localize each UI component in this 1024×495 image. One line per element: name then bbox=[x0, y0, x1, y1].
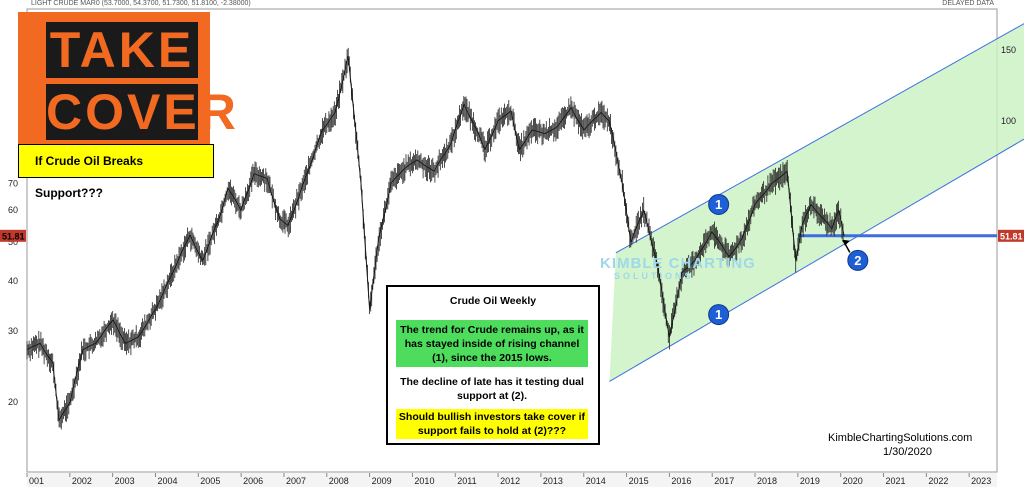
x-tick-label: 2019 bbox=[800, 476, 820, 486]
watermark-logo: KIMBLE CHARTING bbox=[600, 255, 756, 272]
credit-date: 1/30/2020 bbox=[883, 446, 932, 458]
x-tick-label: 2022 bbox=[928, 476, 948, 486]
price-tag-right-label: 51.81 bbox=[1000, 231, 1023, 241]
x-tick-label: 2003 bbox=[115, 476, 135, 486]
commentary-decline: The decline of late has it testing dual … bbox=[400, 376, 584, 402]
x-tick-label: 2009 bbox=[372, 476, 392, 486]
x-axis: 001 2002 2003 2004 2005 2006 2007 2008 2009 2010 2… bbox=[26, 473, 997, 487]
marker-circle bbox=[708, 193, 730, 215]
x-tick-label: 001 bbox=[29, 476, 44, 486]
x-tick-label: 2020 bbox=[843, 476, 863, 486]
y-axis: 20 30 40 50 60 70 100 150 51.81 51.81 bbox=[0, 45, 1024, 407]
x-tick-label: 2007 bbox=[286, 476, 306, 486]
credit-site: KimbleChartingSolutions.com bbox=[828, 432, 973, 444]
support-question-note: If Crude Oil Breaks Support??? bbox=[18, 144, 214, 200]
x-tick-label: 2021 bbox=[886, 476, 906, 486]
banner-line-2: COVER bbox=[46, 84, 239, 140]
x-tick-label: 2002 bbox=[72, 476, 92, 486]
commentary-title: Crude Oil Weekly bbox=[449, 295, 537, 307]
x-axis-band bbox=[27, 473, 997, 487]
price-tag-right bbox=[998, 229, 1024, 242]
take-cover-banner: TAKE COVER bbox=[18, 12, 239, 144]
y-tick-label-right: 150 bbox=[1001, 45, 1016, 55]
marker-label: 1 bbox=[715, 197, 722, 212]
plot-border bbox=[26, 8, 998, 473]
x-tick-label: 2015 bbox=[629, 476, 649, 486]
channel-upper-line bbox=[615, 23, 1024, 254]
banner-line-1: TAKE bbox=[46, 22, 198, 78]
marker-label: 2 bbox=[854, 253, 861, 268]
annotation-markers: 1 1 2 bbox=[708, 193, 869, 326]
x-tick-label: 2016 bbox=[671, 476, 691, 486]
x-tick-label: 2013 bbox=[543, 476, 563, 486]
x-tick-label: 2008 bbox=[329, 476, 349, 486]
commentary-question: Should bullish investors take cover if s… bbox=[396, 409, 588, 439]
y-tick-label-left: 30 bbox=[8, 326, 18, 336]
x-tick-label: 2006 bbox=[243, 476, 263, 486]
y-tick-label-left: 70 bbox=[8, 178, 18, 188]
price-series bbox=[26, 47, 845, 430]
x-tick-label: 2012 bbox=[500, 476, 520, 486]
x-tick-label: 2004 bbox=[157, 476, 177, 486]
price-tag-left-label: 51.81 bbox=[2, 231, 25, 241]
rising-channel bbox=[609, 23, 1024, 382]
y-tick-label-right: 100 bbox=[1001, 116, 1016, 126]
commentary-box: Crude Oil Weekly The trend for Crude rem… bbox=[386, 285, 600, 445]
y-tick-label-left: 40 bbox=[8, 276, 18, 286]
y-tick-label-left: 20 bbox=[8, 397, 18, 407]
channel-fill bbox=[609, 23, 1024, 382]
marker-label: 1 bbox=[715, 307, 722, 322]
x-tick-label: 2023 bbox=[971, 476, 991, 486]
x-tick-label: 2011 bbox=[457, 476, 476, 486]
x-tick-label: 2017 bbox=[714, 476, 734, 486]
support-arrow-head bbox=[842, 239, 850, 246]
marker-circle bbox=[708, 304, 730, 326]
x-tick-label: 2018 bbox=[757, 476, 777, 486]
symbol-info: LIGHT CRUDE MAR0 (53.7000, 54.3700, 51.7… bbox=[31, 0, 251, 7]
y-tick-label-left: 60 bbox=[8, 205, 18, 215]
channel-lower-line bbox=[609, 138, 1024, 382]
delayed-data-label: DELAYED DATA bbox=[942, 0, 994, 7]
marker-circle bbox=[847, 249, 869, 271]
x-tick-label: 2005 bbox=[200, 476, 220, 486]
x-tick-label: 2010 bbox=[414, 476, 434, 486]
price-tag-left bbox=[0, 229, 26, 242]
watermark-logo-sub: SOLUTIONS bbox=[614, 271, 694, 281]
commentary-trend: The trend for Crude remains up, as it ha… bbox=[396, 320, 588, 367]
x-tick-label: 2014 bbox=[586, 476, 606, 486]
y-tick-label-left: 50 bbox=[8, 237, 18, 247]
